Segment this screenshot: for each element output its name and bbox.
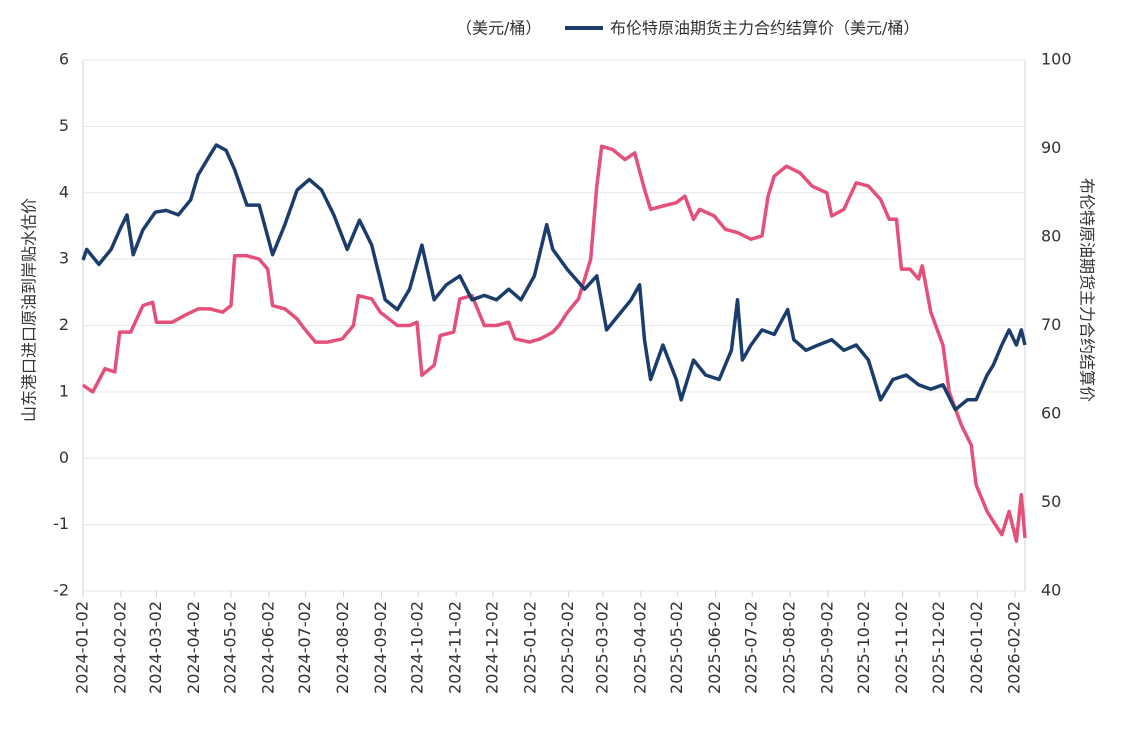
y2-axis-label: 布伦特原油期货主力合约结算价 [1078,178,1097,402]
x-tick-label: 2025-02-02 [558,601,577,694]
x-tick-label: 2024-12-02 [482,601,501,694]
series-line [81,143,1027,412]
x-tick-label: 2024-10-02 [408,601,427,694]
x-tick-label: 2024-05-02 [221,601,240,694]
y2-tick-label: 60 [1041,404,1061,423]
legend-label: 布伦特原油期货主力合约结算价（美元/桶） [610,19,919,38]
series-line [82,144,1027,543]
x-tick-label: 2025-03-02 [592,601,611,694]
y-tick-label: 2 [59,315,69,334]
x-tick-label: 2024-11-02 [446,601,465,694]
y2-tick-label: 80 [1041,227,1061,246]
y-tick-label: 6 [59,50,69,69]
x-tick-label: 2025-04-02 [630,601,649,694]
x-tick-label: 2024-04-02 [184,601,203,694]
x-tick-label: 2024-06-02 [258,601,277,694]
x-tick-label: 2025-12-02 [929,601,948,694]
x-tick-label: 2026-01-02 [967,601,986,694]
x-tick-label: 2024-02-02 [110,601,129,694]
x-tick-label: 2024-09-02 [371,601,390,694]
y-tick-label: 0 [59,448,69,467]
y2-tick-label: 70 [1041,315,1061,334]
x-tick-label: 2025-08-02 [780,601,799,694]
x-tick-label: 2025-09-02 [818,601,837,694]
x-tick-label: 2024-08-02 [333,601,352,694]
y2-tick-label: 90 [1041,138,1061,157]
x-tick-label: 2025-06-02 [705,601,724,694]
legend-label: （美元/桶） [456,19,541,38]
y2-tick-label: 100 [1041,50,1072,69]
x-tick-label: 2024-01-02 [73,601,92,694]
x-tick-label: 2026-02-02 [1005,601,1024,694]
y-axis-label: 山东港口进口原油到岸贴水估价 [20,198,39,422]
y-tick-label: -2 [53,581,69,600]
x-tick-label: 2025-01-02 [520,601,539,694]
y-tick-label: 5 [59,116,69,135]
x-tick-label: 2025-07-02 [742,601,761,694]
x-tick-label: 2025-11-02 [892,601,911,694]
y-tick-label: 3 [59,249,69,268]
y-tick-label: 4 [59,182,69,201]
y-tick-label: -1 [53,514,69,533]
x-tick-label: 2024-03-02 [146,601,165,694]
y-tick-label: 1 [59,381,69,400]
y2-tick-label: 50 [1041,492,1061,511]
x-tick-label: 2024-07-02 [295,601,314,694]
x-tick-label: 2025-10-02 [854,601,873,694]
x-tick-label: 2025-05-02 [667,601,686,694]
y2-tick-label: 40 [1041,581,1061,600]
